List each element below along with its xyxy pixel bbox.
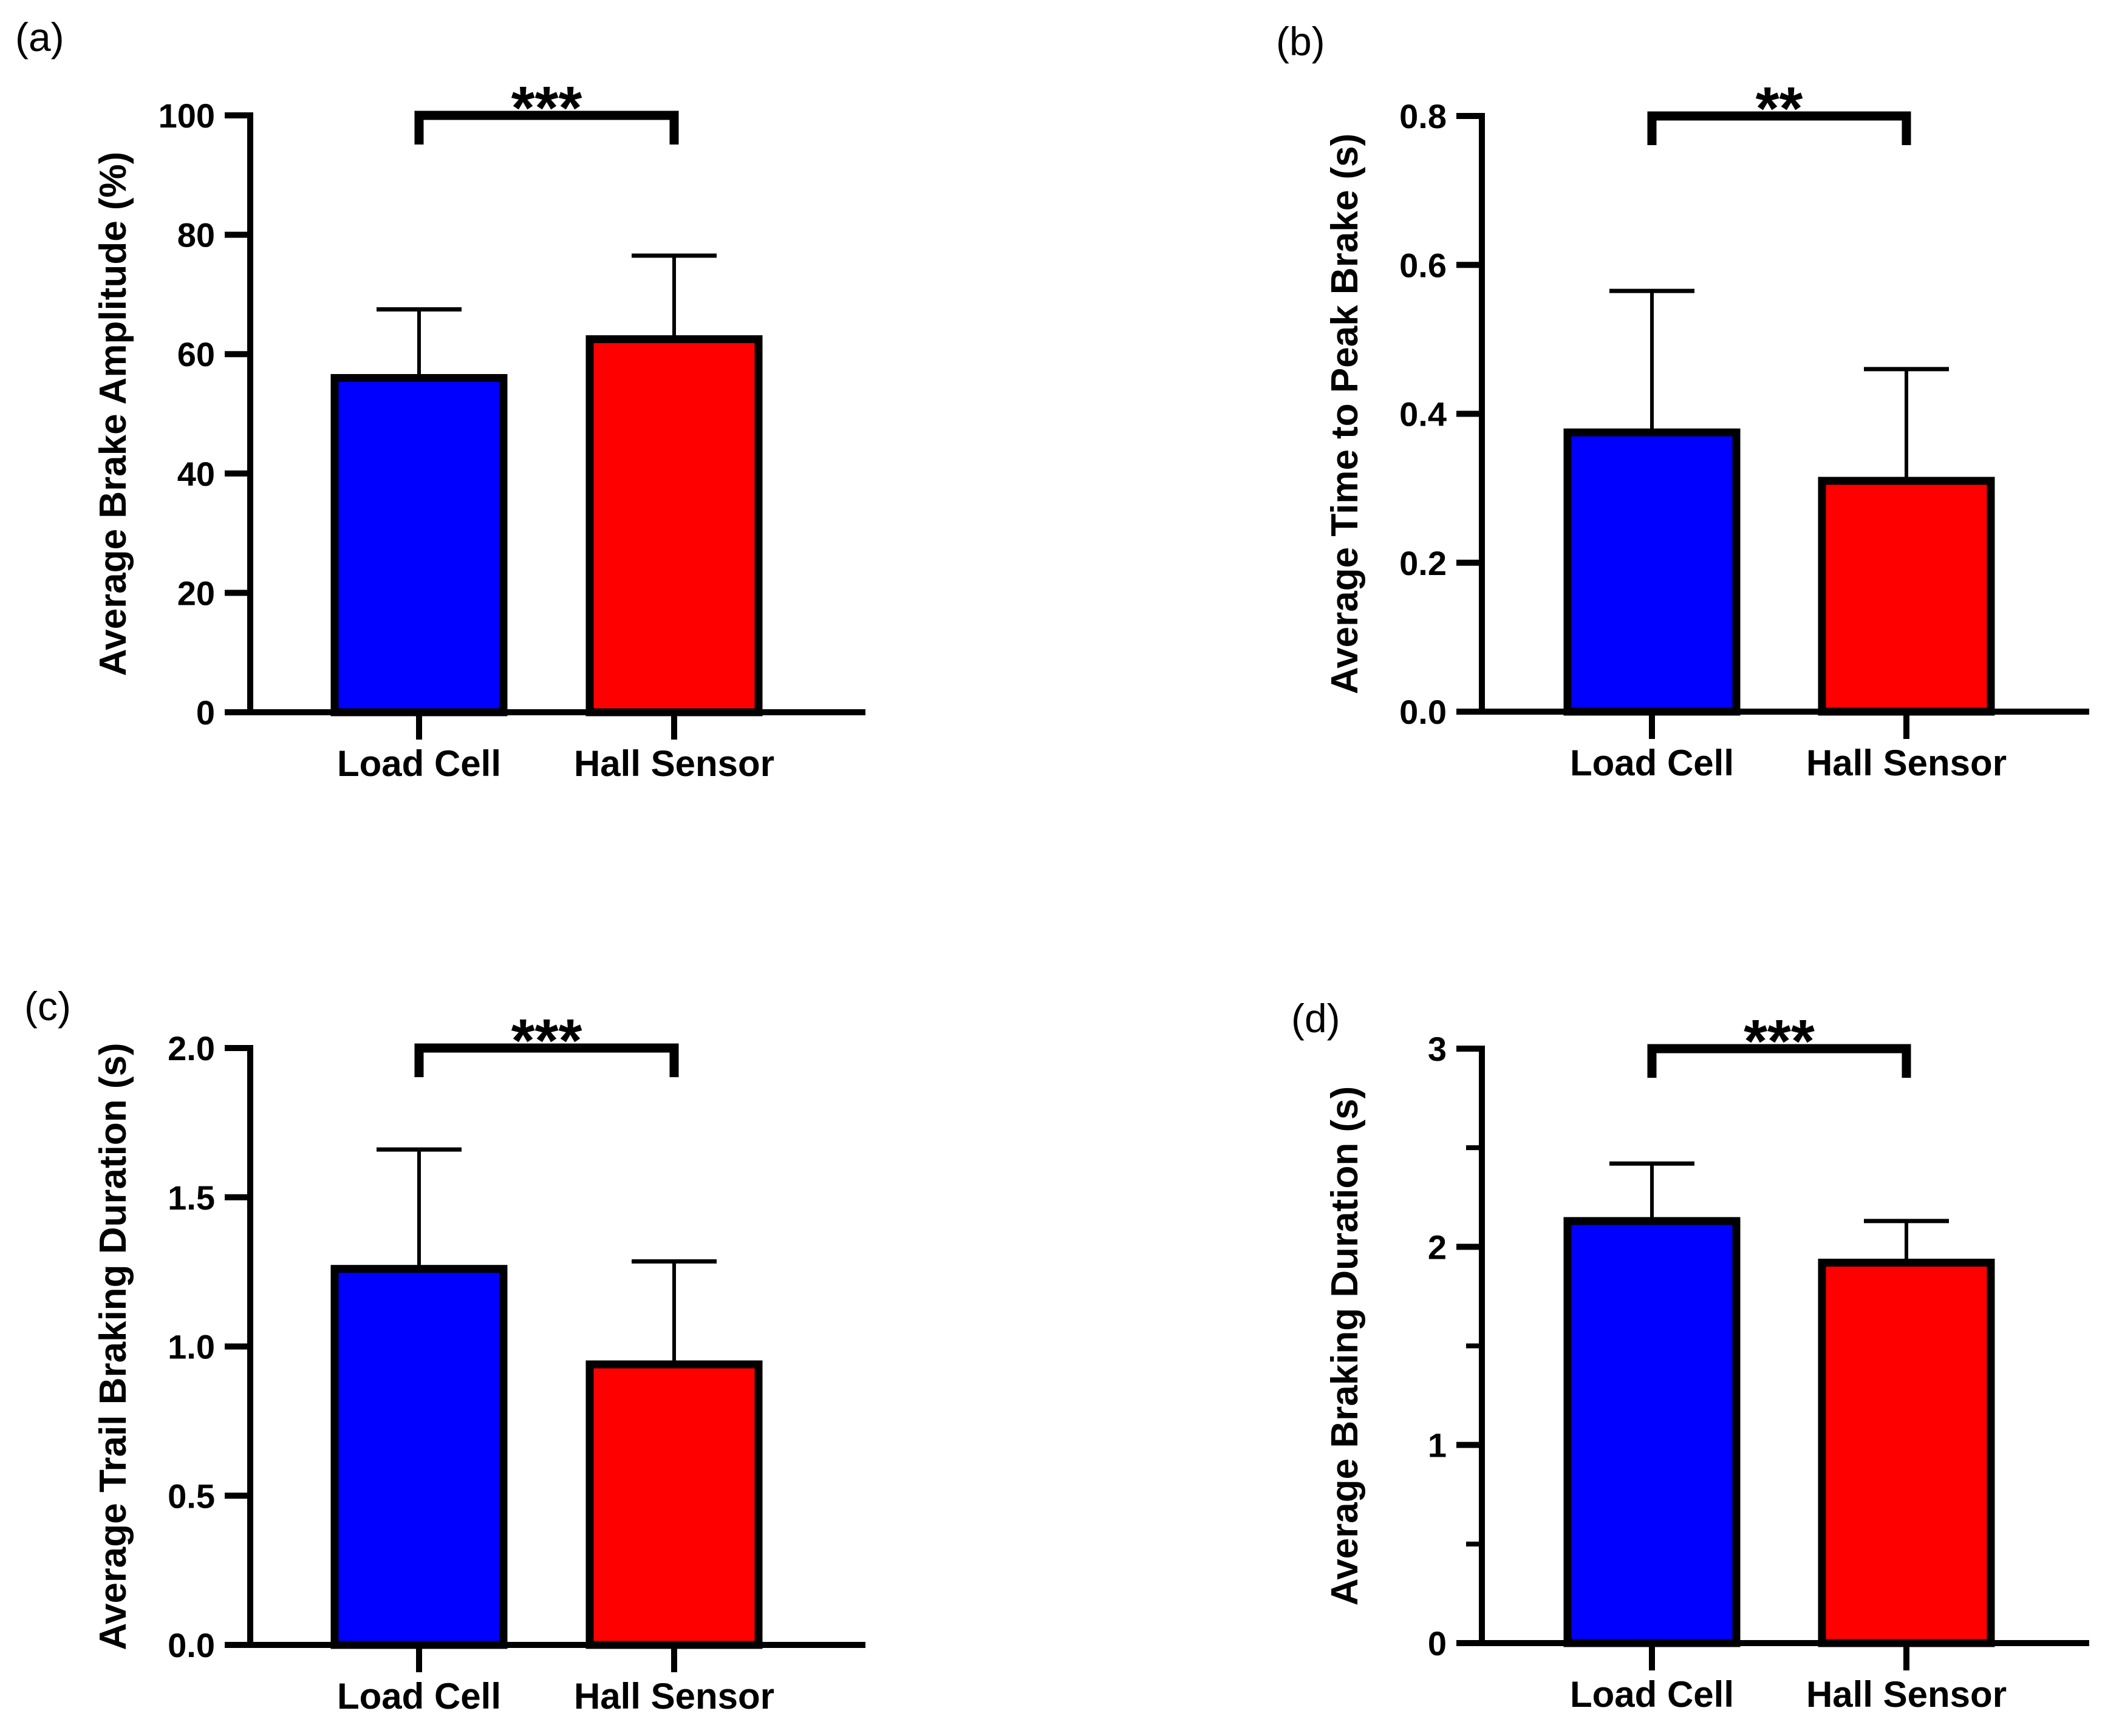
bar-load-cell	[330, 374, 508, 717]
y-tick-label: 0.0	[1399, 693, 1447, 731]
category-label: Load Cell	[337, 743, 501, 784]
bar-hall-sensor	[585, 1360, 763, 1649]
y-axis-title: Average Trail Braking Duration (s)	[92, 1043, 134, 1650]
y-tick-label: 40	[177, 455, 215, 493]
y-axis-title: Average Brake Amplitude (%)	[92, 152, 134, 676]
y-tick-label: 2.0	[168, 1029, 215, 1067]
y-tick-label: 20	[177, 574, 215, 612]
significance-label: ***	[511, 74, 582, 142]
category-label: Load Cell	[1570, 743, 1734, 783]
significance-label: ***	[1744, 1007, 1815, 1075]
y-tick-label: 1	[1428, 1426, 1447, 1465]
y-tick-label: 3	[1428, 1030, 1447, 1068]
category-label: Hall Sensor	[574, 743, 774, 784]
significance-bracket	[1647, 111, 1911, 145]
panel-label-a: (a)	[15, 15, 64, 60]
y-axis-title: Average Time to Peak Brake (s)	[1324, 134, 1366, 695]
bar-load-cell	[1563, 428, 1741, 716]
category-label: Load Cell	[1570, 1674, 1734, 1715]
y-tick-label: 0.8	[1399, 97, 1447, 135]
category-label: Hall Sensor	[574, 1676, 774, 1717]
panel-label-d: (d)	[1291, 996, 1340, 1041]
significance-bracket	[414, 1043, 679, 1077]
panel-b: (b) 0.0 0.2 0.4 0.6 0.8 Load Cell Hall Sensor A…	[1052, 0, 2105, 868]
y-tick-label: 1.0	[168, 1328, 215, 1366]
significance-label: **	[1756, 75, 1803, 143]
significance-bracket	[414, 111, 679, 145]
panel-label-b: (b)	[1276, 19, 1325, 64]
bar-chart-c: 0.0 0.5 1.0 1.5 2.0 Load Cell Hall Sensor Avera…	[92, 1007, 865, 1717]
bar-hall-sensor	[1818, 1258, 1995, 1647]
panel-a: (a) 0 20 40 60 80 100 Load Cell Hall Sensor Aver…	[0, 0, 1052, 868]
y-tick-label: 0.0	[168, 1626, 215, 1664]
y-tick-label: 0.6	[1399, 246, 1447, 284]
bar-hall-sensor	[585, 335, 763, 717]
y-axis-title: Average Braking Duration (s)	[1324, 1086, 1366, 1606]
bar-chart-d: 0 1 2 3 Load Cell Hall Sensor Average Braking …	[1324, 1007, 2089, 1715]
bar-chart-a: 0 20 40 60 80 100 Load Cell Hall Sensor Average …	[92, 74, 865, 784]
bar-hall-sensor	[1818, 477, 1995, 716]
bar-load-cell	[330, 1265, 508, 1649]
y-tick-label: 0	[1428, 1624, 1447, 1663]
y-tick-label: 0.2	[1399, 544, 1447, 582]
y-tick-label: 1.5	[168, 1179, 215, 1217]
y-tick-label: 0.4	[1399, 395, 1447, 434]
bar-chart-b: 0.0 0.2 0.4 0.6 0.8 Load Cell Hall Sensor Avera…	[1324, 75, 2089, 783]
y-tick-label: 0	[196, 693, 215, 732]
significance-bracket	[1647, 1044, 1911, 1078]
category-label: Load Cell	[337, 1676, 501, 1717]
y-tick-label: 60	[177, 335, 215, 373]
y-tick-label: 80	[177, 216, 215, 254]
panel-label-c: (c)	[24, 984, 71, 1029]
y-tick-label: 0.5	[168, 1477, 215, 1515]
y-tick-label: 2	[1428, 1228, 1447, 1266]
bar-load-cell	[1563, 1217, 1741, 1647]
significance-label: ***	[511, 1007, 582, 1075]
panel-c: (c) 0.0 0.5 1.0 1.5 2.0 Load Cell Hall Sensor A…	[0, 868, 1052, 1735]
y-tick-label: 100	[159, 97, 215, 135]
panel-d: (d) 0 1 2 3 Load Cell Hall Sensor Average Brak…	[1052, 868, 2105, 1735]
category-label: Hall Sensor	[1806, 743, 2007, 783]
category-label: Hall Sensor	[1806, 1674, 2007, 1715]
